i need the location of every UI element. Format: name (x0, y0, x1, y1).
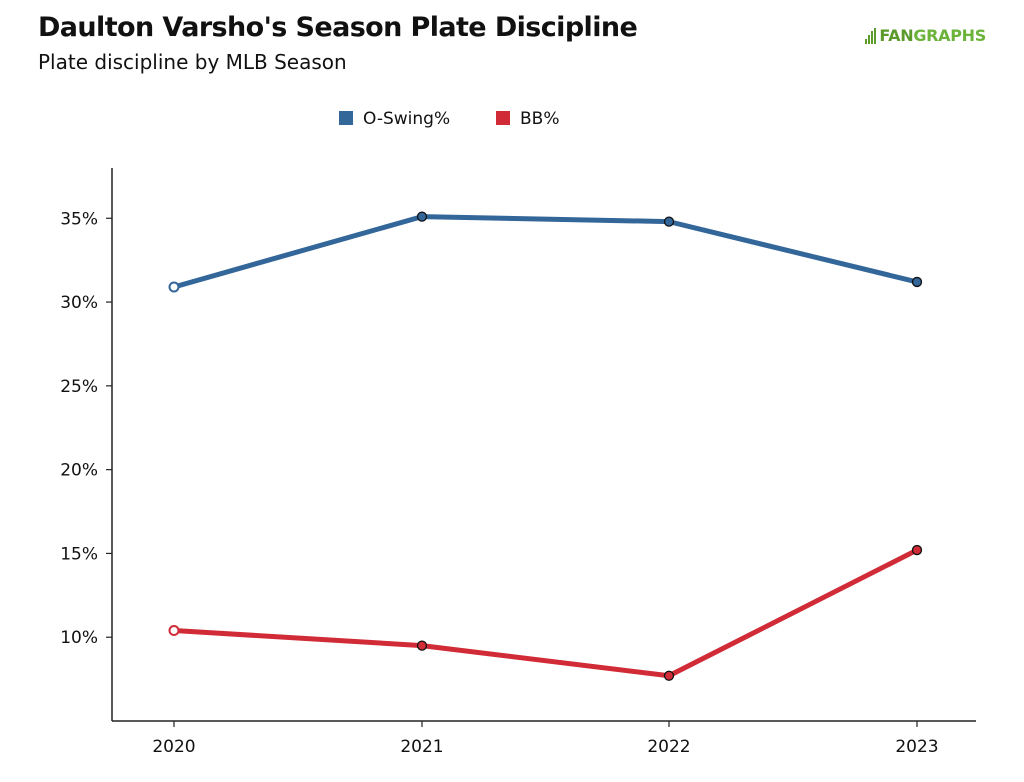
chart-subtitle: Plate discipline by MLB Season (38, 50, 347, 74)
logo-text-fan: FAN (879, 26, 914, 45)
data-point (663, 670, 675, 681)
data-point (663, 216, 675, 227)
series-line (171, 214, 920, 290)
data-point (416, 211, 428, 222)
y-tick-label: 10% (60, 628, 98, 648)
x-tick-label: 2023 (895, 737, 938, 757)
data-point (168, 625, 180, 637)
data-point (911, 276, 923, 288)
data-point (416, 640, 428, 651)
data-point (168, 281, 180, 293)
legend-swatch (339, 111, 353, 125)
legend-swatch (496, 111, 510, 125)
y-tick-label: 30% (60, 293, 98, 313)
data-point (911, 544, 923, 556)
logo-text-graphs: GRAPHS (913, 26, 986, 45)
legend-label: O-Swing% (363, 109, 450, 129)
y-tick-label: 35% (60, 209, 98, 229)
chart-title: Daulton Varsho's Season Plate Discipline (38, 12, 638, 43)
x-tick-label: 2020 (152, 737, 195, 757)
legend-label: BB% (520, 109, 559, 129)
x-tick-label: 2021 (400, 737, 443, 757)
y-tick-label: 20% (60, 461, 98, 481)
fangraphs-logo-icon (865, 27, 877, 44)
y-tick-label: 25% (60, 377, 98, 397)
series-line (171, 547, 920, 679)
fangraphs-logo[interactable]: FAN GRAPHS (865, 26, 986, 45)
y-tick-label: 15% (60, 544, 98, 564)
x-tick-label: 2022 (647, 737, 690, 757)
